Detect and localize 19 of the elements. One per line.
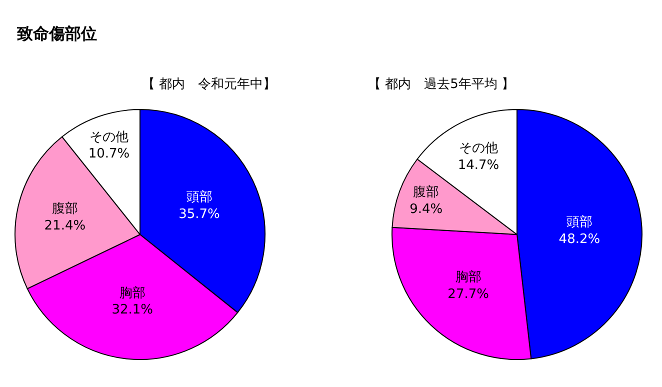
slice-label: 胸部 <box>119 286 146 301</box>
data-label: 35.7% <box>178 206 220 222</box>
text: 致命傷部位 <box>16 24 97 43</box>
slice-label: 腹部 <box>52 201 78 216</box>
slice-label: その他 <box>458 141 498 156</box>
data-label: 48.2% <box>558 232 600 247</box>
data-label: 10.7% <box>88 146 130 162</box>
slice-label: 腹部 <box>413 185 440 200</box>
data-label: 32.1% <box>112 302 154 318</box>
chart-title: 【 都内 令和元年中】 <box>142 77 276 92</box>
slice-label: 頭部 <box>566 215 592 230</box>
slice-label: 頭部 <box>186 190 212 206</box>
data-label: 9.4% <box>410 202 443 218</box>
data-label: 21.4% <box>44 218 86 234</box>
data-label: 14.7% <box>458 158 500 174</box>
chart-title: 【 都内 過去5年平均 】 <box>368 77 515 92</box>
slice-label: 胸部 <box>455 270 482 286</box>
data-label: 27.7% <box>448 286 489 302</box>
slice-label: その他 <box>89 130 128 145</box>
